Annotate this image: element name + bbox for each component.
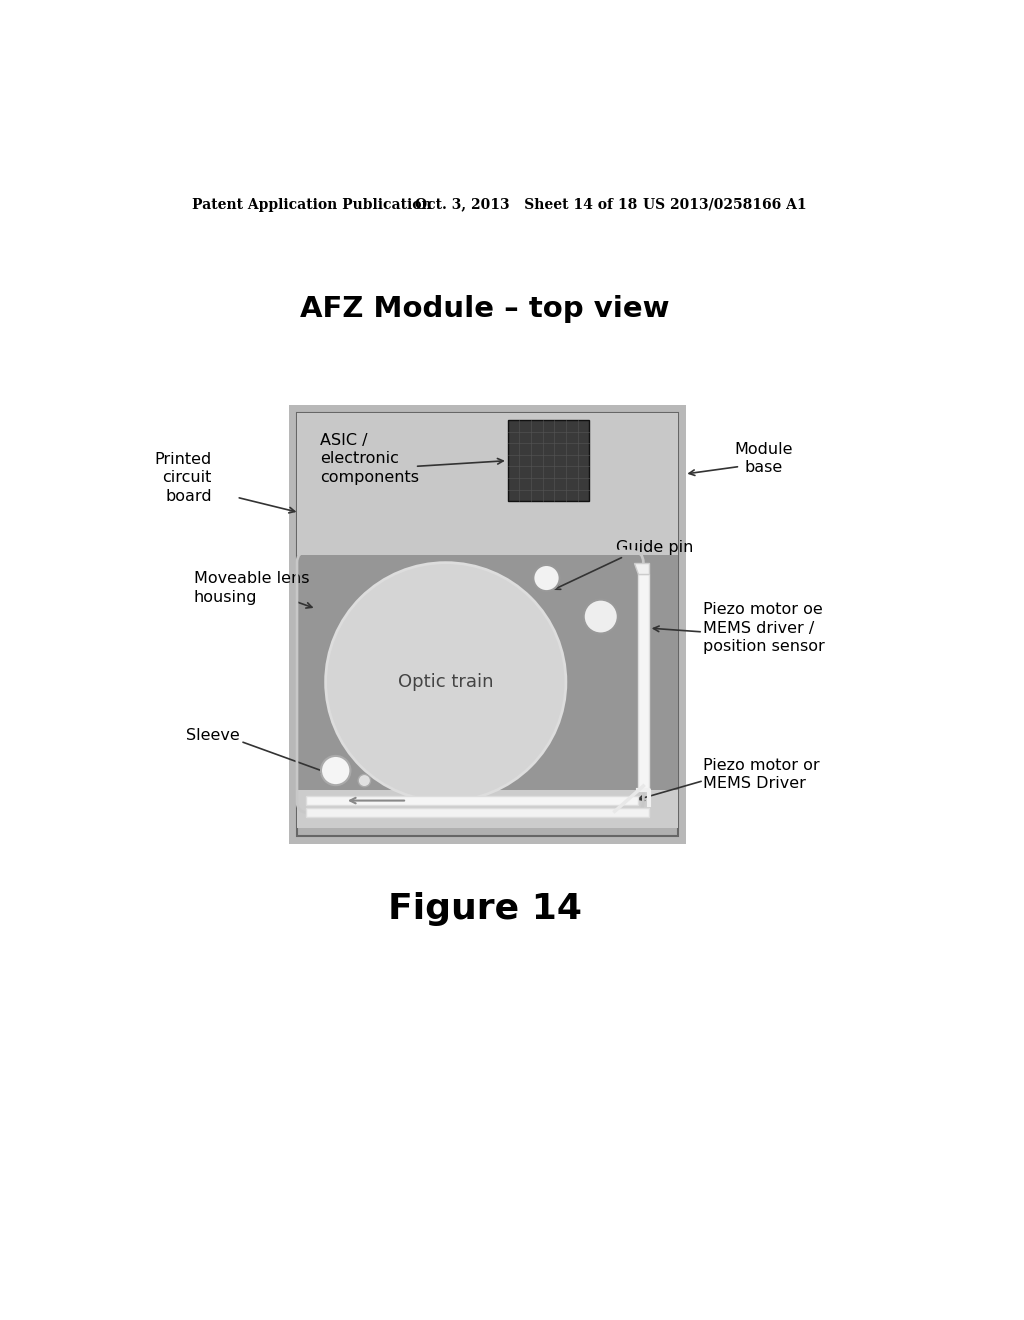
Bar bbox=[297, 789, 678, 829]
Circle shape bbox=[321, 756, 350, 785]
Text: US 2013/0258166 A1: US 2013/0258166 A1 bbox=[643, 198, 807, 211]
Text: Printed
circuit
board: Printed circuit board bbox=[155, 451, 212, 504]
Text: Piezo motor or
MEMS Driver: Piezo motor or MEMS Driver bbox=[703, 758, 819, 791]
Polygon shape bbox=[634, 562, 649, 574]
Bar bbox=[508, 420, 589, 502]
Circle shape bbox=[326, 562, 566, 801]
Text: Sleeve: Sleeve bbox=[186, 729, 240, 743]
Circle shape bbox=[584, 599, 617, 634]
Bar bbox=[638, 574, 649, 789]
Bar bbox=[297, 413, 678, 836]
Text: AFZ Module – top view: AFZ Module – top view bbox=[300, 294, 670, 322]
Bar bbox=[306, 808, 649, 817]
Text: Module
base: Module base bbox=[734, 442, 793, 475]
Text: Moveable lens
housing: Moveable lens housing bbox=[194, 572, 309, 605]
Bar bbox=[306, 796, 638, 805]
Bar bbox=[289, 405, 686, 843]
Circle shape bbox=[358, 775, 371, 787]
Bar bbox=[297, 412, 678, 554]
Text: Piezo motor oe
MEMS driver /
position sensor: Piezo motor oe MEMS driver / position se… bbox=[703, 602, 824, 655]
Text: Oct. 3, 2013   Sheet 14 of 18: Oct. 3, 2013 Sheet 14 of 18 bbox=[415, 198, 637, 211]
Text: Patent Application Publication: Patent Application Publication bbox=[193, 198, 432, 211]
Text: Optic train: Optic train bbox=[398, 673, 494, 690]
Text: Guide pin: Guide pin bbox=[616, 540, 693, 554]
Text: ASIC /
electronic
components: ASIC / electronic components bbox=[321, 433, 419, 484]
Circle shape bbox=[534, 565, 560, 591]
Bar bbox=[297, 554, 678, 805]
Text: Figure 14: Figure 14 bbox=[387, 892, 582, 927]
